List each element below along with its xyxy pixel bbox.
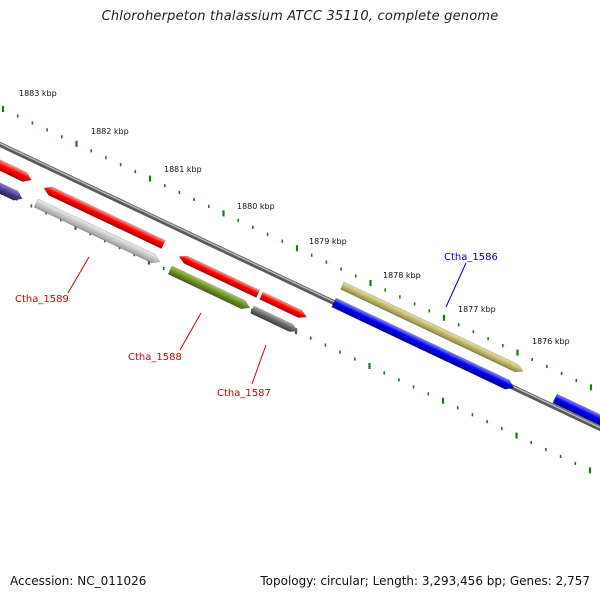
tick-label: 1883 kbp xyxy=(19,89,57,98)
tick-label: 1876 kbp xyxy=(532,337,570,346)
gene-label-ctha-1586[interactable]: Ctha_1586 xyxy=(444,252,498,263)
gene-feature-ctha-1586[interactable] xyxy=(331,297,516,392)
gene-features[interactable] xyxy=(0,154,600,429)
leader-line-ctha-1587 xyxy=(251,344,267,385)
gene-feature-ctha-1589[interactable] xyxy=(33,198,162,266)
gene-leader-lines xyxy=(67,256,467,385)
gene-labels: Ctha_1589 Ctha_1588 Ctha_1587 Ctha_1586 xyxy=(15,252,498,399)
tick-label: 1881 kbp xyxy=(164,165,202,174)
gene-feature-ctha-1587[interactable] xyxy=(259,291,309,321)
gene-label-ctha-1589[interactable]: Ctha_1589 xyxy=(15,294,69,305)
gene-feature-red-2[interactable] xyxy=(42,184,166,250)
tick-labels: 1883 kbp 1882 kbp 1881 kbp 1880 kbp 1879… xyxy=(19,89,570,346)
tick-label: 1877 kbp xyxy=(458,305,496,314)
genome-backbone xyxy=(0,141,600,432)
tick-label: 1880 kbp xyxy=(237,202,275,211)
gene-label-ctha-1588[interactable]: Ctha_1588 xyxy=(128,352,182,363)
map-title: Chloroherpeton thalassium ATCC 35110, co… xyxy=(101,9,499,24)
leader-line-ctha-1588 xyxy=(179,312,202,351)
tick-label: 1878 kbp xyxy=(383,271,421,280)
gene-feature-red-3[interactable] xyxy=(178,253,261,298)
gene-feature-slateblue[interactable] xyxy=(0,177,24,203)
gene-label-ctha-1587[interactable]: Ctha_1587 xyxy=(217,388,271,399)
tick-label: 1879 kbp xyxy=(309,237,347,246)
tick-label: 1882 kbp xyxy=(91,127,129,136)
leader-line-ctha-1589 xyxy=(67,256,90,294)
accession-text: Accession: NC_011026 xyxy=(10,574,147,588)
genome-summary-text: Topology: circular; Length: 3,293,456 bp… xyxy=(260,574,590,588)
outer-tick-ruler xyxy=(1,106,593,391)
gene-feature-darkgray[interactable] xyxy=(250,305,300,335)
gene-feature-ctha-1588[interactable] xyxy=(167,265,251,312)
gene-feature-blue-2[interactable] xyxy=(552,393,600,429)
gene-feature-khaki[interactable] xyxy=(340,281,525,375)
leader-line-ctha-1586 xyxy=(445,262,467,308)
gene-feature-red-1[interactable] xyxy=(0,154,33,185)
